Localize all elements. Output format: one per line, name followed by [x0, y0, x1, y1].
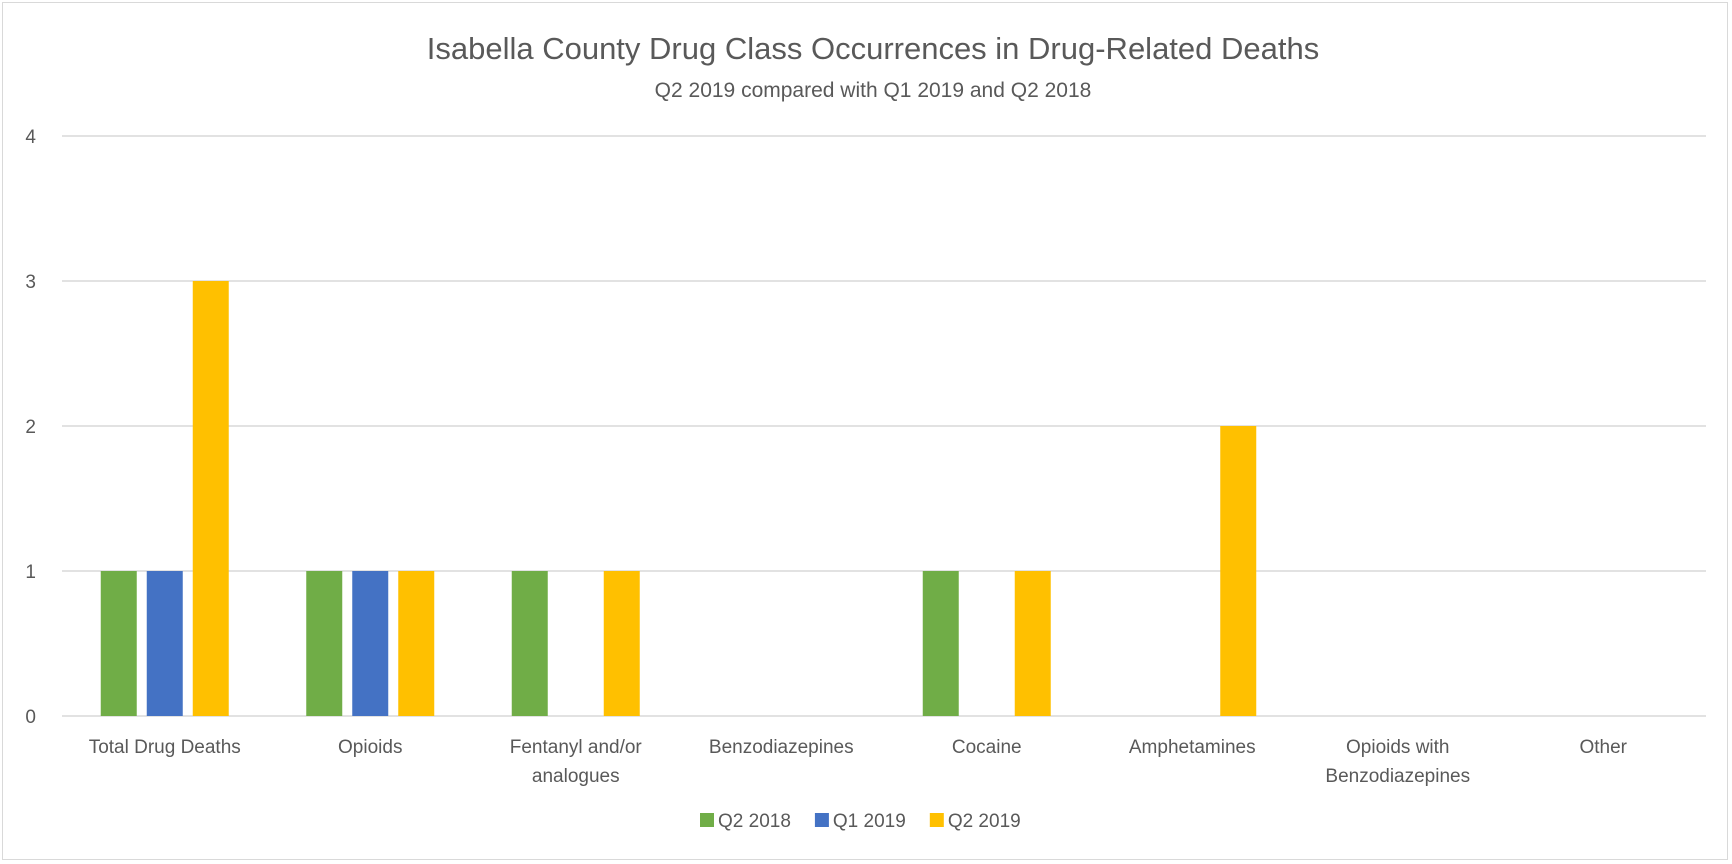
bar [1014, 571, 1051, 716]
bar [1220, 426, 1257, 716]
legend-swatch [814, 813, 829, 827]
legend-swatch [929, 813, 944, 827]
x-tick-label: Opioids [338, 737, 402, 758]
x-tick-label: Amphetamines [1129, 737, 1256, 758]
y-tick-label: 3 [25, 272, 36, 293]
x-tick-label: Benzodiazepines [709, 737, 854, 758]
legend-label: Q1 2019 [833, 811, 906, 832]
x-tick-label: Opioids with [1346, 737, 1450, 758]
x-tick-label: Cocaine [952, 737, 1022, 758]
x-tick-label: analogues [532, 766, 620, 787]
bar [146, 571, 183, 716]
legend-label: Q2 2019 [948, 811, 1021, 832]
y-tick-label: 4 [25, 127, 36, 148]
bar [922, 571, 959, 716]
legend-swatch [700, 813, 714, 827]
bar [398, 571, 435, 716]
bar [352, 571, 389, 716]
x-axis-labels: Total Drug Deaths Opioids Fentanyl and/or a… [89, 737, 1628, 787]
y-tick-label: 1 [25, 562, 36, 583]
legend-label: Q2 2018 [718, 811, 791, 832]
chart-subtitle: Q2 2019 compared with Q1 2019 and Q2 201… [655, 79, 1092, 102]
bar [192, 281, 229, 716]
bar [100, 571, 137, 716]
x-tick-label: Fentanyl and/or [510, 737, 643, 758]
y-tick-label: 0 [25, 707, 36, 728]
y-tick-label: 2 [25, 417, 36, 438]
y-axis-ticks: 0 1 2 3 4 [25, 127, 36, 728]
legend: Q2 2018 Q1 2019 Q2 2019 [700, 811, 1021, 832]
x-tick-label: Other [1579, 737, 1627, 758]
x-tick-label: Benzodiazepines [1325, 766, 1470, 787]
bar [511, 571, 548, 716]
bar [603, 571, 640, 716]
chart-title: Isabella County Drug Class Occurrences i… [427, 31, 1320, 66]
x-tick-label: Total Drug Deaths [89, 737, 241, 758]
bar [306, 571, 343, 716]
bars [100, 281, 1257, 716]
